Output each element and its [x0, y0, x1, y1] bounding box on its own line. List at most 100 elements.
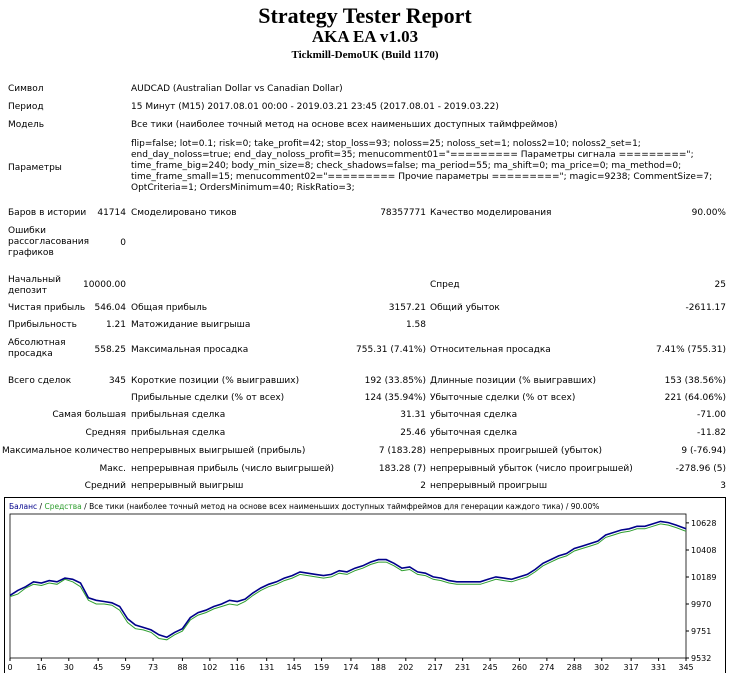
x-tick-label: 145	[286, 663, 301, 672]
x-tick-label: 302	[594, 663, 609, 672]
spread-label: Спред	[430, 280, 460, 290]
profit-trades-label: Прибыльные сделки (% от всех)	[131, 393, 285, 403]
maxcount-label: Максимальное количество	[2, 446, 130, 456]
maxprofit-losses-label: непрерывный убыток (число проигрышей)	[430, 464, 633, 474]
average-profit-label: прибыльная сделка	[131, 428, 226, 438]
x-tick-label: 30	[64, 663, 74, 672]
loss-trades-label: Убыточные сделки (% от всех)	[430, 393, 576, 403]
long-label: Длинные позиции (% выигравших)	[430, 376, 596, 386]
plot-area	[9, 513, 687, 659]
maxprofit-losses-value: -278.96 (5)	[675, 464, 726, 474]
x-tick-label: 0	[7, 663, 12, 672]
balance-chart: Баланс / Средства / Все тики (наиболее т…	[4, 497, 726, 673]
y-tick-label: 9751	[691, 627, 711, 636]
pf-label: Прибыльность	[8, 320, 77, 330]
model-value: Все тики (наиболее точный метод на основ…	[131, 120, 558, 130]
errors-label: Ошибки рассогласования графиков	[8, 226, 90, 258]
x-tick-label: 174	[343, 663, 358, 672]
avgcons-wins-label: непрерывный выигрыш	[131, 481, 244, 491]
x-tick-label: 16	[36, 663, 46, 672]
largest-label: Самая большая	[52, 410, 126, 420]
quality-label: Качество моделирования	[430, 208, 552, 218]
ticks-value: 78357771	[380, 208, 426, 218]
balance-line	[9, 520, 687, 639]
deposit-value: 10000.00	[83, 280, 126, 290]
y-tick-label: 9532	[691, 654, 711, 663]
largest-loss-value: -71.00	[696, 410, 726, 420]
grossloss-label: Общий убыток	[430, 303, 500, 313]
netprofit-label: Чистая прибыль	[8, 303, 86, 313]
long-value: 153 (38.56%)	[664, 376, 726, 386]
equity-line	[9, 523, 687, 641]
avgcons-losses-label: непрерывный проигрыш	[430, 481, 548, 491]
trades-value: 345	[108, 376, 126, 386]
params-value: flip=false; lot=0.1; risk=0; take_profit…	[131, 139, 713, 193]
short-value: 192 (33.85%)	[364, 376, 426, 386]
x-tick-label: 59	[121, 663, 131, 672]
average-loss-value: -11.82	[696, 428, 726, 438]
absdd-label: Абсолютная просадка	[8, 338, 66, 359]
bars-label: Баров в истории	[8, 208, 87, 218]
symbol-label: Символ	[8, 84, 44, 94]
avgcons-losses-value: 3	[720, 481, 726, 491]
x-tick-label: 274	[539, 663, 554, 672]
avgcons-label: Средний	[84, 481, 126, 491]
x-tick-label: 73	[148, 663, 158, 672]
ea-name: AKA EA v1.03	[311, 27, 419, 46]
legend-equity: Средства	[44, 502, 81, 511]
netprofit-value: 546.04	[94, 303, 127, 313]
maxcount-wins-label: непрерывных выигрышей (прибыль)	[131, 446, 306, 456]
largest-profit-label: прибыльная сделка	[131, 410, 226, 420]
maxprofit-wins-label: непрерывная прибыль (число выигрышей)	[131, 464, 335, 474]
x-tick-label: 317	[623, 663, 638, 672]
x-tick-label: 345	[678, 663, 693, 672]
loss-trades-value: 221 (64.06%)	[664, 393, 726, 403]
avgcons-wins-value: 2	[420, 481, 426, 491]
maxcount-losses-label: непрерывных проигрышей (убыток)	[430, 446, 603, 456]
period-label: Период	[8, 102, 44, 112]
y-tick-label: 9970	[691, 600, 711, 609]
chart-legend: Баланс / Средства / Все тики (наиболее т…	[9, 502, 599, 511]
short-label: Короткие позиции (% выигравших)	[131, 376, 300, 386]
x-tick-label: 245	[482, 663, 497, 672]
x-tick-label: 116	[230, 663, 245, 672]
ticks-label: Смоделировано тиков	[131, 208, 237, 218]
maxcount-wins-value: 7 (183.28)	[378, 446, 426, 456]
model-label: Модель	[8, 120, 45, 130]
x-tick-label: 159	[314, 663, 329, 672]
payoff-label: Матожидание выигрыша	[131, 320, 251, 330]
server-name: Tickmill-DemoUK (Build 1170)	[291, 49, 439, 61]
reldd-label: Относительная просадка	[430, 345, 551, 355]
legend-rest: / Все тики (наиболее точный метод на осн…	[82, 502, 600, 511]
legend-balance: Баланс	[9, 502, 37, 511]
absdd-value: 558.25	[94, 345, 127, 355]
bars-value: 41714	[97, 208, 126, 218]
errors-value: 0	[120, 238, 126, 248]
y-tick-label: 10408	[691, 546, 716, 555]
y-tick-label: 10189	[691, 573, 716, 582]
pf-value: 1.21	[105, 320, 126, 330]
grossprofit-label: Общая прибыль	[131, 303, 208, 313]
x-tick-label: 45	[93, 663, 103, 672]
spread-value: 25	[714, 280, 726, 290]
x-tick-label: 331	[651, 663, 666, 672]
x-tick-label: 231	[455, 663, 470, 672]
symbol-value: AUDCAD (Australian Dollar vs Canadian Do…	[131, 84, 343, 94]
x-tick-label: 102	[202, 663, 217, 672]
average-loss-label: убыточная сделка	[430, 428, 518, 438]
average-profit-value: 25.46	[400, 428, 426, 438]
grossloss-value: -2611.17	[685, 303, 726, 313]
maxprofit-wins-value: 183.28 (7)	[378, 464, 426, 474]
x-tick-label: 288	[567, 663, 582, 672]
x-tick-label: 88	[177, 663, 187, 672]
x-tick-label: 260	[512, 663, 527, 672]
largest-profit-value: 31.31	[400, 410, 426, 420]
grossprofit-value: 3157.21	[388, 303, 426, 313]
trades-label: Всего сделок	[8, 376, 72, 386]
period-value: 15 Минут (M15) 2017.08.01 00:00 - 2019.0…	[131, 102, 499, 112]
average-label: Средняя	[85, 428, 126, 438]
deposit-label: Начальный депозит	[8, 275, 62, 296]
largest-loss-label: убыточная сделка	[430, 410, 518, 420]
x-tick-label: 188	[371, 663, 386, 672]
params-label: Параметры	[8, 163, 62, 173]
